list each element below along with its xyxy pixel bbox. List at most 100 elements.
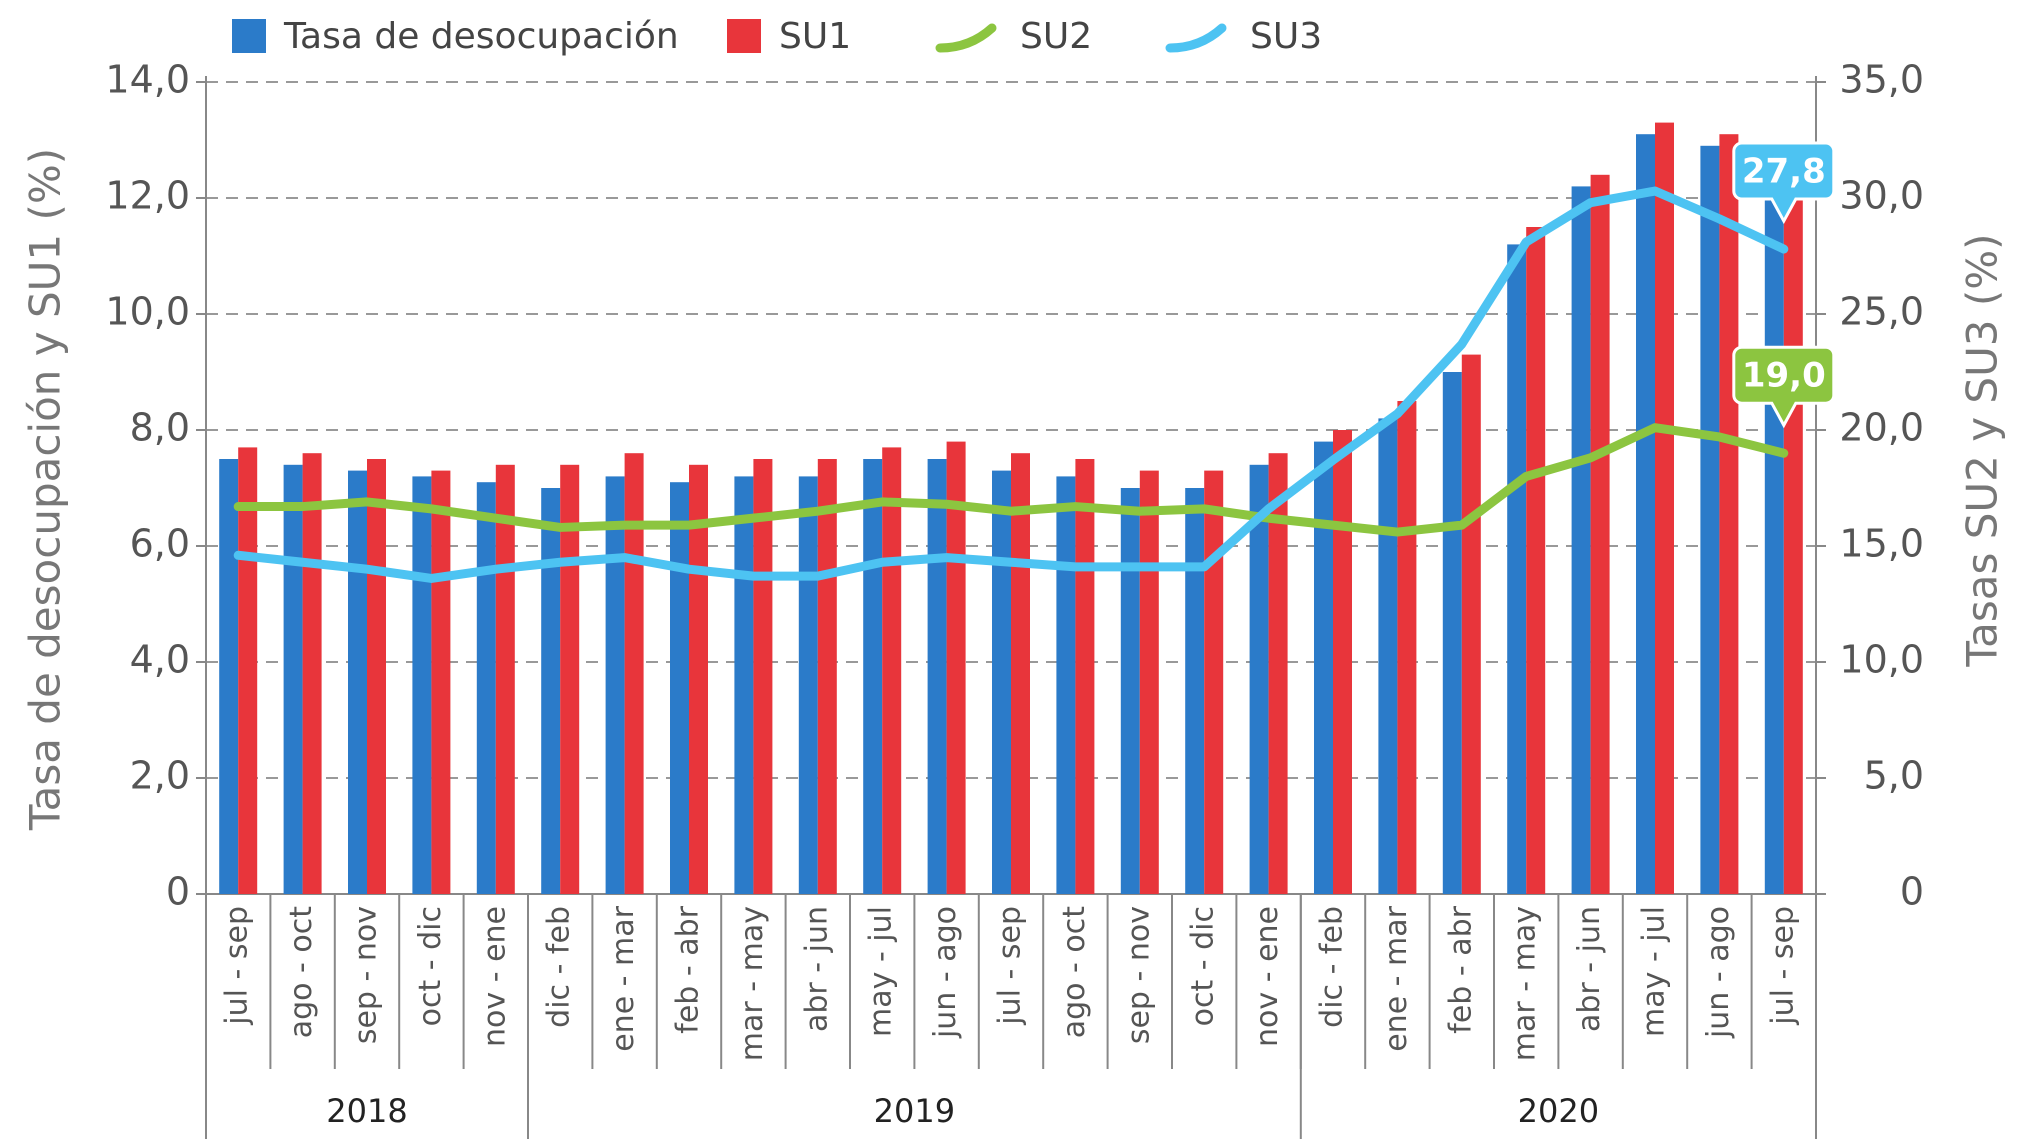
y-tick-label: 12,0	[105, 174, 190, 218]
x-tick-label: jul - sep	[220, 906, 255, 1026]
bar	[1333, 430, 1352, 894]
y-tick-label: 0	[166, 870, 190, 914]
bar	[238, 447, 258, 894]
bar	[1461, 354, 1481, 895]
bar	[1011, 453, 1030, 894]
legend-label: SU2	[1020, 16, 1092, 57]
bar	[1442, 372, 1462, 894]
bar	[927, 459, 947, 894]
bar	[302, 453, 322, 894]
bar	[1571, 186, 1591, 894]
bar	[1507, 244, 1527, 894]
callout	[1732, 141, 1836, 225]
bar	[734, 476, 754, 894]
year-label: 2018	[326, 1092, 407, 1130]
legend-swatch	[727, 19, 761, 53]
bar	[495, 464, 515, 894]
x-tick-label: nov - ene	[477, 906, 512, 1047]
x-tick-label: oct - dic	[1186, 906, 1221, 1026]
value-label: 19,0	[1742, 356, 1826, 396]
y2-tick-label: 0	[1900, 870, 1924, 914]
bar	[1120, 488, 1140, 894]
x-tick-label: mar - may	[1508, 906, 1543, 1061]
y2-tick-label: 25,0	[1839, 290, 1924, 334]
y-tick-label: 2,0	[130, 754, 190, 798]
x-tick-label: ago - oct	[1057, 906, 1092, 1039]
bar	[1764, 180, 1784, 895]
bar	[1185, 488, 1205, 894]
bar	[605, 476, 625, 894]
y-tick-label: 4,0	[130, 638, 190, 682]
bar	[1719, 134, 1739, 894]
x-tick-label: jul - sep	[1765, 906, 1800, 1026]
x-tick-label: ago - oct	[284, 906, 319, 1039]
bar	[624, 453, 644, 894]
x-tick-label: abr - jun	[1572, 906, 1607, 1032]
bar	[412, 476, 432, 894]
bar	[1655, 122, 1674, 895]
y-axis-title: Tasa de desocupación y SU1 (%)	[21, 148, 70, 831]
legend-swatch	[935, 23, 997, 53]
bar	[348, 470, 367, 894]
x-tick-label: ene - mar	[1379, 905, 1414, 1051]
bar	[817, 459, 837, 894]
bar	[431, 470, 451, 894]
y2-tick-label: 35,0	[1839, 58, 1924, 102]
x-tick-label: nov - ene	[1250, 906, 1285, 1047]
legend-swatch	[232, 19, 266, 53]
bar	[670, 482, 689, 894]
bar	[1700, 145, 1720, 895]
x-tick-label: oct - dic	[413, 906, 448, 1026]
bar	[882, 447, 902, 894]
bar	[1636, 134, 1655, 894]
bar	[992, 470, 1011, 894]
year-label: 2020	[1518, 1092, 1599, 1130]
x-tick-label: abr - jun	[799, 906, 834, 1032]
legend-swatch	[1165, 23, 1227, 53]
legend-label: Tasa de desocupación	[283, 16, 679, 57]
year-label: 2019	[874, 1092, 955, 1130]
y-tick-label: 10,0	[105, 290, 190, 334]
bar	[541, 488, 561, 894]
bar	[1378, 418, 1398, 894]
y2-tick-label: 30,0	[1839, 174, 1924, 218]
bar	[1056, 476, 1076, 894]
y2-tick-label: 5,0	[1864, 754, 1924, 798]
x-tick-label: jul - sep	[993, 906, 1028, 1026]
x-tick-label: jun - ago	[928, 906, 963, 1039]
bar	[1268, 453, 1288, 894]
bar	[367, 459, 386, 894]
x-tick-label: dic - feb	[1315, 906, 1350, 1028]
callout	[1732, 345, 1836, 429]
y2-tick-label: 20,0	[1839, 406, 1924, 450]
y2-axis-title: Tasas SU2 y SU3 (%)	[1958, 233, 2007, 667]
bar	[1139, 470, 1159, 894]
x-tick-label: mar - may	[735, 906, 770, 1061]
bar	[1204, 470, 1224, 894]
bar	[219, 459, 239, 894]
y2-tick-label: 10,0	[1839, 638, 1924, 682]
legend-label: SU1	[779, 16, 851, 57]
bar	[753, 459, 773, 894]
bar	[863, 459, 883, 894]
bar	[1314, 441, 1333, 894]
x-tick-label: dic - feb	[542, 906, 577, 1028]
x-tick-label: jun - ago	[1701, 906, 1736, 1039]
bar	[560, 464, 580, 894]
x-tick-label: ene - mar	[606, 905, 641, 1051]
bar	[1590, 174, 1610, 895]
bar	[476, 482, 496, 894]
x-tick-label: sep - nov	[1121, 906, 1156, 1044]
bar	[1249, 464, 1269, 894]
legend-label: SU3	[1250, 16, 1322, 57]
y-tick-label: 8,0	[130, 406, 190, 450]
y-tick-label: 6,0	[130, 522, 190, 566]
bar	[1397, 401, 1417, 894]
x-tick-label: feb - abr	[671, 905, 706, 1033]
x-tick-label: may - jul	[1637, 906, 1672, 1037]
x-tick-label: may - jul	[864, 906, 899, 1037]
line	[233, 186, 1789, 583]
y-tick-label: 14,0	[105, 58, 190, 102]
bar	[1783, 157, 1803, 894]
